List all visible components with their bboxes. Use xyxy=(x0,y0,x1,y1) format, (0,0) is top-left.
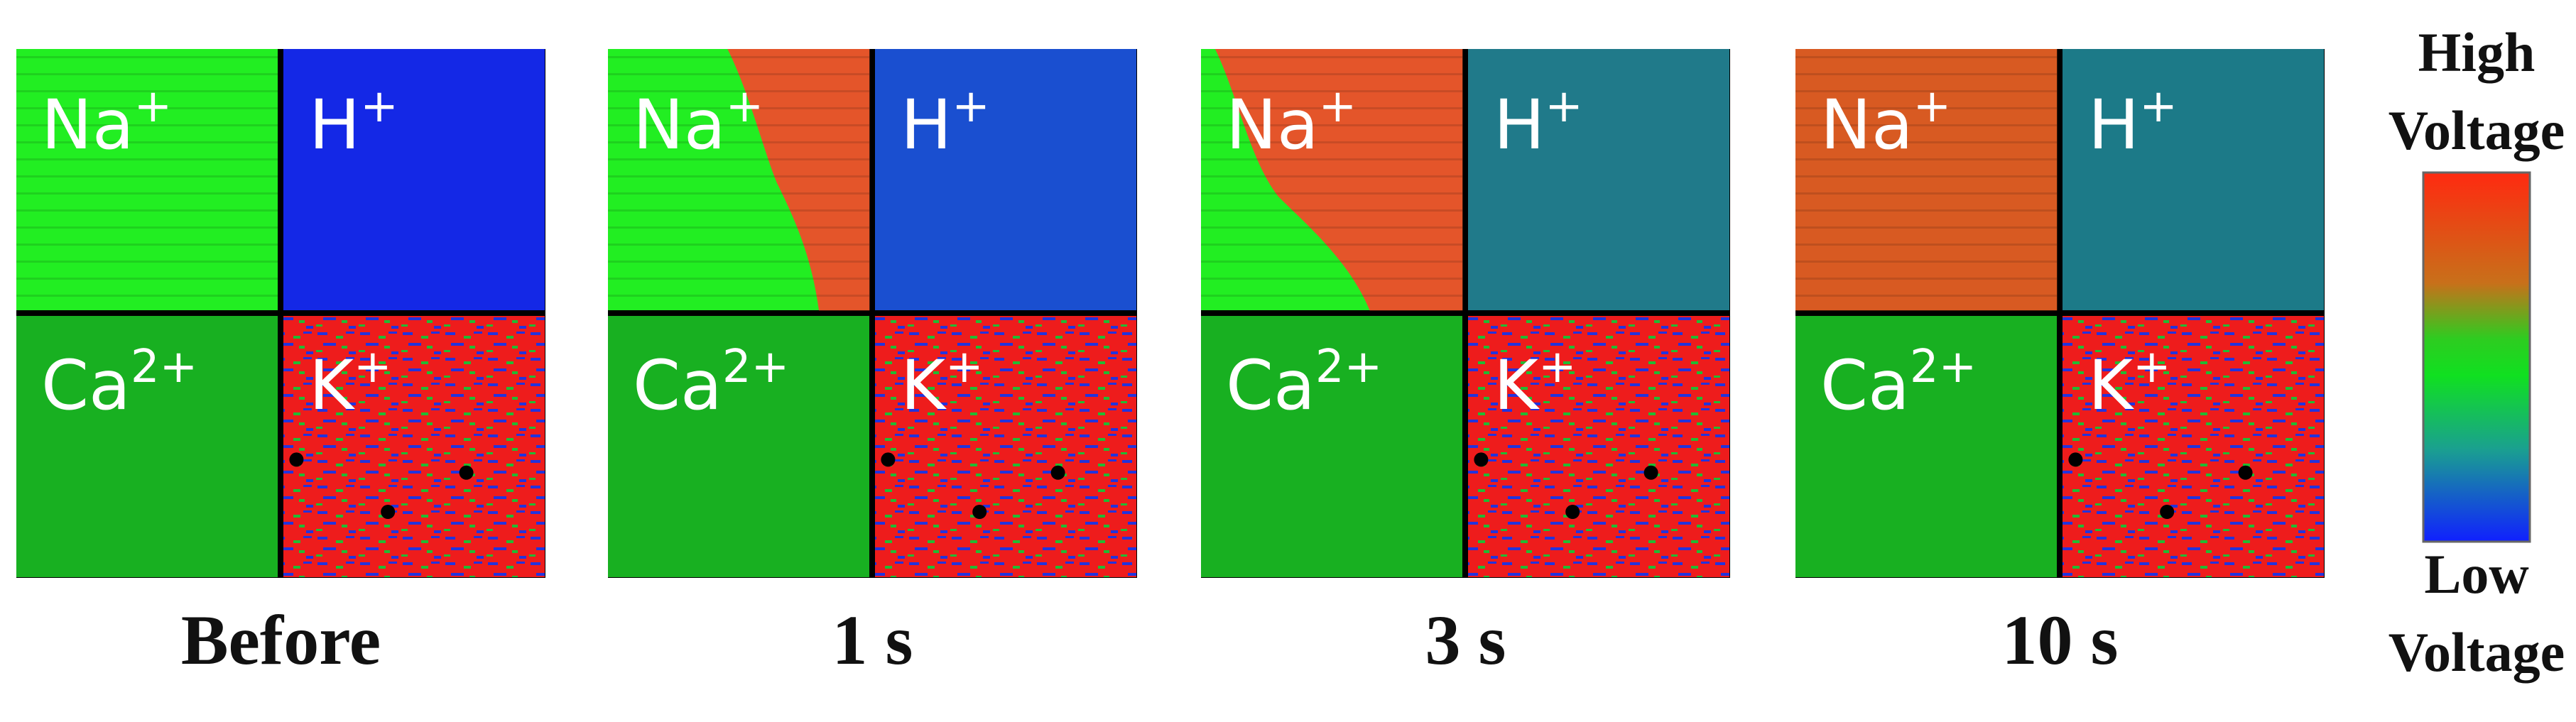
defect xyxy=(881,452,896,467)
ion-symbol: Na xyxy=(1226,85,1319,165)
quadrant-ca xyxy=(16,316,278,577)
quadrant-h xyxy=(2063,49,2324,310)
quadrant-k xyxy=(875,316,1136,577)
defect xyxy=(1474,452,1489,467)
defect xyxy=(1050,465,1065,480)
panel: Na+ H+Ca2+ K+ xyxy=(1201,49,1730,578)
ion-symbol: H xyxy=(901,85,952,165)
panel-caption: 3 s xyxy=(1425,601,1506,679)
quadrant-na-stripes xyxy=(608,49,869,310)
ion-label: H+ xyxy=(309,80,398,165)
quadrant-k xyxy=(283,316,545,577)
ion-symbol: Na xyxy=(633,85,726,165)
panel: Na+ H+Ca2+ K+ xyxy=(608,49,1137,578)
panel-caption: 1 s xyxy=(832,601,913,679)
quadrant-na-stripes xyxy=(1795,49,2057,310)
quadrant-ca xyxy=(1201,316,1462,577)
ion-label: H+ xyxy=(2088,80,2178,165)
defect xyxy=(972,505,987,519)
ion-symbol: H xyxy=(1494,85,1545,165)
quadrant-k xyxy=(1468,316,1729,577)
ion-symbol: K xyxy=(2088,346,2134,425)
ion-label: Ca2+ xyxy=(633,341,789,425)
ion-label: Na+ xyxy=(633,80,763,165)
ion-label: K+ xyxy=(1494,341,1577,425)
ion-label: K+ xyxy=(2088,341,2171,425)
ion-symbol: Ca xyxy=(633,346,722,425)
ion-charge: 2+ xyxy=(131,341,197,393)
colorbar-label: Voltage xyxy=(2388,621,2565,683)
ion-symbol: Ca xyxy=(1820,346,1910,425)
defect xyxy=(459,465,474,480)
defect xyxy=(2238,465,2253,480)
ion-charge: + xyxy=(726,80,764,133)
ion-symbol: K xyxy=(901,346,947,425)
quadrant-k xyxy=(2063,316,2324,577)
quadrant-h xyxy=(1468,49,1729,310)
ion-symbol: K xyxy=(1494,346,1540,425)
defect xyxy=(1565,505,1580,519)
ion-charge: + xyxy=(2133,341,2171,393)
colorbar-label: Low xyxy=(2424,543,2528,605)
ion-label: H+ xyxy=(1494,80,1583,165)
ion-label: Na+ xyxy=(41,80,172,165)
defect xyxy=(1643,465,1658,480)
ion-label: Ca2+ xyxy=(1226,341,1382,425)
ion-symbol: H xyxy=(2088,85,2139,165)
quadrant-h xyxy=(875,49,1136,310)
ion-label: Na+ xyxy=(1820,80,1951,165)
ion-label: K+ xyxy=(309,341,392,425)
ion-symbol: K xyxy=(309,346,355,425)
ion-charge: + xyxy=(1545,80,1583,133)
ion-symbol: Na xyxy=(1820,85,1913,165)
ion-symbol: Ca xyxy=(1226,346,1315,425)
ion-label: Na+ xyxy=(1226,80,1357,165)
ion-charge: 2+ xyxy=(1910,341,1977,393)
ion-charge: + xyxy=(134,80,173,133)
ion-symbol: Ca xyxy=(41,346,131,425)
ion-charge: + xyxy=(1913,80,1952,133)
ion-charge: + xyxy=(2139,80,2178,133)
ion-charge: + xyxy=(952,80,990,133)
quadrant-na-stripes xyxy=(1201,49,1462,310)
ion-charge: + xyxy=(1538,341,1577,393)
ion-charge: + xyxy=(945,341,984,393)
colorbar xyxy=(2422,171,2531,543)
panel: Na+ H+Ca2+ K+ xyxy=(16,49,545,578)
ion-label: Ca2+ xyxy=(41,341,197,425)
quadrant-ca xyxy=(1795,316,2057,577)
defect xyxy=(2160,505,2175,519)
colorbar-label: High xyxy=(2418,21,2536,83)
ion-charge: 2+ xyxy=(1315,341,1382,393)
panel: Na+ H+Ca2+ K+ xyxy=(1795,49,2325,578)
ion-label: H+ xyxy=(901,80,990,165)
ion-symbol: H xyxy=(309,85,360,165)
ion-label: Ca2+ xyxy=(1820,341,1977,425)
quadrant-na-stripes xyxy=(16,49,278,310)
ion-charge: + xyxy=(354,341,392,393)
ion-charge: + xyxy=(1319,80,1357,133)
defect xyxy=(2068,452,2083,467)
defect xyxy=(381,505,396,519)
ion-charge: + xyxy=(360,80,398,133)
quadrant-ca xyxy=(608,316,869,577)
ion-charge: 2+ xyxy=(722,341,789,393)
quadrant-h xyxy=(283,49,545,310)
ion-symbol: Na xyxy=(41,85,134,165)
colorbar-label: Voltage xyxy=(2388,99,2565,161)
defect xyxy=(289,452,304,467)
ion-label: K+ xyxy=(901,341,984,425)
panel-caption: Before xyxy=(181,601,381,679)
panel-caption: 10 s xyxy=(2002,601,2119,679)
